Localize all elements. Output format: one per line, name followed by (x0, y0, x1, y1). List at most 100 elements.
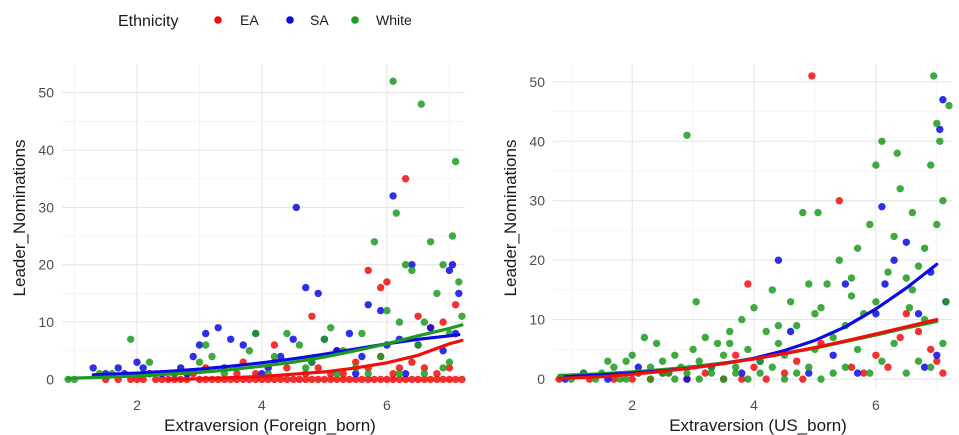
point-ea (445, 364, 454, 372)
point-white (622, 375, 630, 383)
point-ea (896, 333, 904, 342)
legend-swatch-white (351, 16, 359, 24)
point-white (847, 274, 856, 282)
point-ea (383, 375, 391, 384)
point-ea (401, 375, 410, 384)
point-white (890, 339, 898, 348)
point-white (610, 363, 618, 371)
point-white (738, 315, 746, 324)
point-sa (352, 370, 360, 378)
point-white (713, 339, 722, 348)
point-ea (333, 375, 341, 384)
point-ea (327, 375, 335, 384)
point-white (829, 333, 837, 342)
point-ea (395, 375, 404, 384)
point-sa (364, 301, 372, 309)
point-sa (189, 352, 197, 361)
point-white (927, 161, 935, 169)
point-ea (314, 364, 322, 372)
point-ea (628, 375, 636, 383)
point-ea (295, 375, 304, 384)
y-tick-label: 30 (38, 199, 54, 215)
point-white (420, 370, 429, 378)
point-ea (302, 375, 310, 384)
point-white (793, 369, 801, 377)
series-ea-us-born (555, 72, 947, 383)
point-white (707, 369, 716, 377)
point-white (202, 341, 210, 349)
y-tick-label: 40 (529, 133, 545, 149)
point-white (652, 339, 661, 348)
point-ea (780, 369, 789, 377)
point-ea (799, 375, 807, 383)
x-tick-label: 6 (383, 397, 391, 413)
point-ea (339, 375, 347, 384)
point-white (295, 341, 304, 349)
point-white (389, 77, 397, 85)
point-white (695, 375, 703, 383)
point-white (823, 280, 831, 288)
point-sa (401, 370, 410, 378)
point-sa (302, 283, 310, 292)
point-sa (829, 351, 837, 359)
point-ea (744, 280, 752, 288)
y-axis-title-us-born: Leader_Nominations (501, 140, 520, 297)
point-white (640, 333, 649, 342)
point-ea (414, 312, 422, 320)
point-white (401, 261, 410, 269)
point-sa (202, 329, 210, 338)
point-white (208, 352, 216, 361)
point-ea (308, 312, 316, 320)
point-sa (738, 369, 746, 377)
y-tick-label: 10 (529, 312, 545, 328)
point-sa (933, 351, 941, 359)
point-white (671, 375, 679, 383)
point-ea (762, 375, 770, 383)
point-white (327, 324, 335, 332)
point-ea (860, 369, 868, 377)
point-ea (902, 310, 910, 318)
point-ea (420, 364, 429, 372)
gridlines-foreign-born (62, 64, 465, 388)
point-ea (872, 351, 880, 359)
point-sa (939, 96, 947, 104)
legend-label-white: White (376, 12, 412, 28)
point-white (835, 256, 843, 264)
point-white (799, 208, 807, 217)
x-tick-label: 2 (133, 397, 141, 413)
point-white (744, 345, 752, 354)
point-white (756, 369, 764, 377)
point-white (945, 101, 953, 110)
point-ea (433, 375, 441, 384)
point-sa (89, 364, 97, 372)
point-ea (939, 369, 947, 377)
point-sa (878, 203, 886, 211)
point-white (417, 100, 425, 108)
point-white (695, 357, 703, 365)
point-sa (408, 261, 416, 269)
point-white (793, 321, 801, 330)
point-ea (414, 375, 422, 384)
y-tick-label: 40 (38, 142, 54, 158)
y-tick-label: 0 (537, 371, 545, 387)
point-white (426, 238, 435, 246)
point-ea (283, 375, 291, 384)
point-ea (408, 358, 416, 366)
point-white (455, 278, 463, 286)
point-white (930, 72, 938, 80)
point-ea (270, 375, 279, 384)
y-tick-label: 20 (529, 252, 545, 268)
point-white (604, 357, 612, 365)
y-tick-label: 20 (38, 257, 54, 273)
legend-label-sa: SA (310, 12, 329, 28)
point-ea (152, 375, 160, 384)
point-ea (738, 375, 746, 383)
point-white (628, 351, 636, 359)
point-white (392, 209, 400, 217)
x-tick-label: 2 (628, 397, 636, 413)
point-white (902, 369, 910, 377)
point-sa (936, 125, 944, 134)
point-white (814, 208, 822, 217)
point-white (774, 339, 783, 348)
point-sa (133, 358, 141, 366)
